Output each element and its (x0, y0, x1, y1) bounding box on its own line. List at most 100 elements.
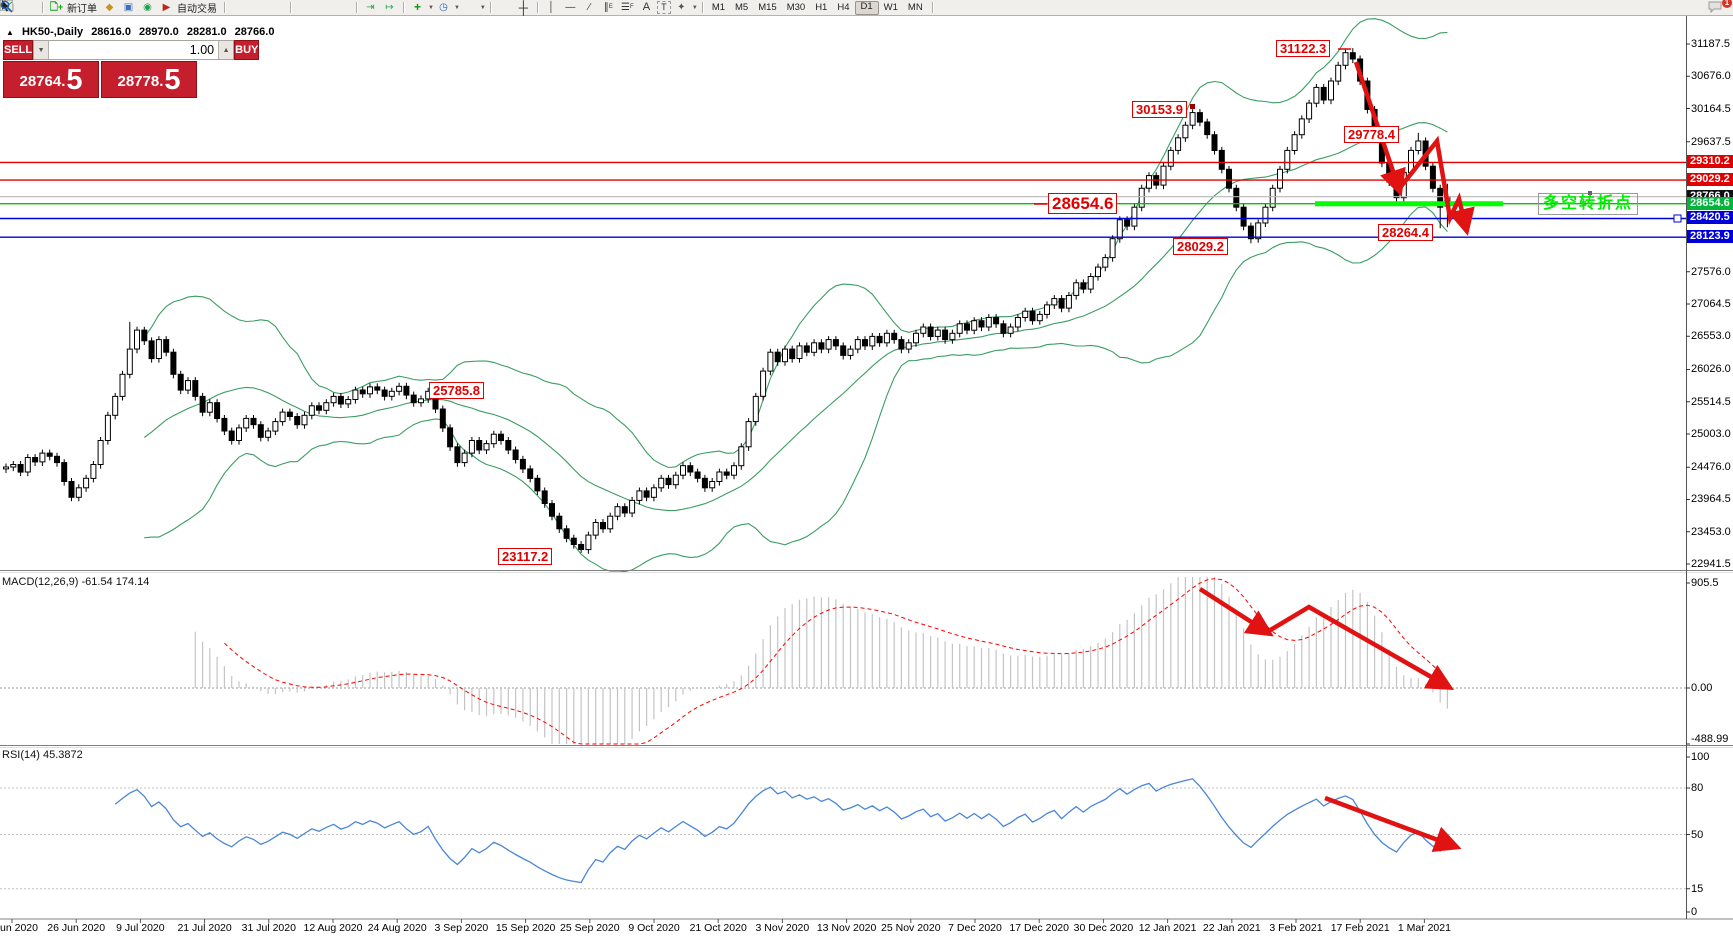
trend-arrow[interactable] (1265, 604, 1455, 691)
auto-scroll-icon[interactable]: ↦ (385, 2, 394, 13)
timeframe-m5[interactable]: M5 (735, 1, 749, 13)
chart-style-icon[interactable]: ◆ (105, 2, 114, 13)
date-tick: 1 Mar 2021 (1397, 922, 1451, 934)
price-callout[interactable]: 23117.2 (498, 548, 553, 565)
macd-label: MACD(12,26,9) -61.54 174.14 (2, 576, 150, 588)
macd-plot (0, 577, 1686, 745)
macd-scale-tick: 905.5 (1691, 576, 1719, 589)
line-chart-mode-icon[interactable] (0, 0, 285, 14)
timeframe-mn[interactable]: MN (907, 1, 923, 13)
text-tool-icon[interactable]: A (642, 1, 651, 13)
search-icon[interactable] (0, 0, 1706, 14)
timeframe-m15[interactable]: M15 (758, 1, 777, 13)
timeframe-d1[interactable]: D1 (854, 0, 879, 15)
trend-arrow[interactable] (1324, 795, 1462, 853)
chart-shift-icon[interactable]: ⇥ (366, 2, 375, 13)
price-callout[interactable]: 29778.4 (1344, 126, 1399, 143)
channel-tool-icon[interactable]: ∥ E (603, 2, 613, 13)
date-tick: 12 Aug 2020 (303, 922, 363, 934)
price-callout[interactable]: 25785.8 (429, 382, 484, 399)
hline-tool-icon[interactable]: — (565, 2, 576, 13)
symbol-period: HK50-,Daily (21, 26, 84, 38)
timeframe-m30[interactable]: M30 (786, 1, 806, 13)
shapes-dropdown-icon[interactable]: ▼ (691, 4, 698, 11)
profiles-icon[interactable] (0, 0, 37, 14)
date-tick: 3 Feb 2021 (1269, 922, 1323, 934)
price-tick: 23453.0 (1691, 525, 1731, 538)
date-tick: 24 Aug 2020 (367, 922, 427, 934)
price-callout[interactable]: 28264.4 (1378, 224, 1433, 241)
timeframe-h4[interactable]: H4 (837, 1, 850, 13)
drawn-objects[interactable] (1034, 48, 1503, 853)
trend-arrow[interactable] (1397, 135, 1475, 236)
zoom-in-icon[interactable] (0, 0, 313, 14)
price-tag: 29310.2 (1687, 155, 1733, 169)
price-tick: 30676.0 (1691, 70, 1731, 83)
date-tick: 25 Nov 2020 (881, 922, 941, 934)
volume-input[interactable] (49, 41, 219, 59)
buy-price-tile[interactable]: 28778. 5 (101, 61, 197, 98)
vline-tool-icon[interactable]: │ (548, 2, 555, 13)
price-callout[interactable]: 30153.9 (1132, 101, 1187, 118)
price-callout[interactable]: 28654.6 (1048, 193, 1118, 214)
shapes-tool-icon[interactable]: ✦ (677, 2, 686, 13)
cursor-tool-icon[interactable] (2, 0, 513, 14)
autotrade-icon[interactable]: ▶ (162, 2, 171, 13)
bar-chart-mode-icon[interactable] (1, 1, 247, 14)
indicators-dropdown-icon[interactable]: ▼ (428, 4, 434, 11)
price-tag: 28654.6 (1687, 196, 1733, 210)
volume-stepper: ▼ ▲ (33, 40, 235, 60)
macd-scale-tick: -488.99 (1691, 733, 1729, 745)
trendline-tool-icon[interactable]: ∕ (588, 2, 591, 13)
swing-high-marker[interactable] (1190, 104, 1195, 109)
new-order-icon[interactable]: 🗋 + (49, 2, 64, 13)
price-callout[interactable]: 28029.2 (1173, 238, 1228, 255)
notification-badge: 1 (1722, 0, 1732, 8)
toolbar: ▦ 🗋+ 新订单 ◆ ▣ ◉ ▶ 自动交易 ⇥ (0, 0, 1733, 16)
price-tick: 27064.5 (1691, 298, 1731, 310)
signals-icon[interactable]: ◉ (143, 2, 152, 13)
date-tick: 3 Sep 2020 (434, 922, 489, 934)
zoom-out-icon[interactable] (0, 0, 332, 14)
volume-increase-button[interactable]: ▲ (218, 41, 234, 59)
cn-annotation[interactable]: 多空转折点 (1538, 191, 1639, 215)
text-label-tool-icon[interactable]: T (656, 1, 671, 14)
price-callout[interactable]: 31122.3 (1276, 40, 1331, 57)
buy-button[interactable]: BUY (234, 40, 260, 60)
fibonacci-tool-icon[interactable]: ☰ F (621, 2, 634, 13)
terminal-icon[interactable]: ▣ (123, 2, 134, 13)
trend-arrow[interactable] (1198, 587, 1274, 637)
indicators-icon[interactable]: + (413, 0, 421, 14)
timeframe-m1[interactable]: M1 (711, 1, 726, 13)
date-tick: 30 Dec 2020 (1073, 922, 1134, 934)
timeframe-h1[interactable]: H1 (815, 1, 828, 13)
price-tick: 22941.5 (1691, 558, 1731, 570)
ohlc-low: 28281.0 (186, 26, 227, 38)
chart-title: ▲ HK50-,Daily 28616.0 28970.0 28281.0 28… (6, 26, 279, 38)
timeframe-w1[interactable]: W1 (883, 1, 898, 13)
date-tick: 22 Jan 2021 (1202, 922, 1261, 934)
tile-windows-icon[interactable] (0, 0, 351, 14)
price-tick: 26553.0 (1691, 330, 1731, 343)
candle-chart-mode-icon[interactable] (1, 0, 266, 14)
new-order-button[interactable]: 新订单 (67, 4, 97, 15)
templates-dropdown-icon[interactable]: ▼ (479, 4, 486, 11)
volume-decrease-button[interactable]: ▼ (34, 41, 50, 59)
symbol-collapse-icon[interactable]: ▲ (6, 28, 14, 37)
sell-price-tile[interactable]: 28764. 5 (3, 61, 99, 98)
sell-button[interactable]: SELL (3, 40, 34, 60)
timeframes-icon[interactable]: ◷ (439, 2, 448, 13)
crosshair-tool-icon[interactable]: ┼ (518, 0, 528, 15)
panel-frames (0, 15, 1733, 923)
rsi-scale-tick: 80 (1691, 782, 1704, 794)
hline-handle[interactable] (1673, 214, 1682, 223)
buy-price-big-digit: 5 (164, 64, 181, 96)
price-tick: 29637.5 (1691, 135, 1731, 148)
timeframes-dropdown-icon[interactable]: ▼ (453, 4, 460, 11)
price-tick: 25514.5 (1691, 395, 1731, 408)
price-tag: 28123.9 (1687, 230, 1733, 244)
autotrade-button[interactable]: 自动交易 (177, 4, 217, 15)
notifications-icon[interactable]: 1 (1708, 0, 1732, 14)
templates-icon[interactable] (0, 0, 478, 14)
trend-arrow[interactable] (1353, 61, 1406, 197)
